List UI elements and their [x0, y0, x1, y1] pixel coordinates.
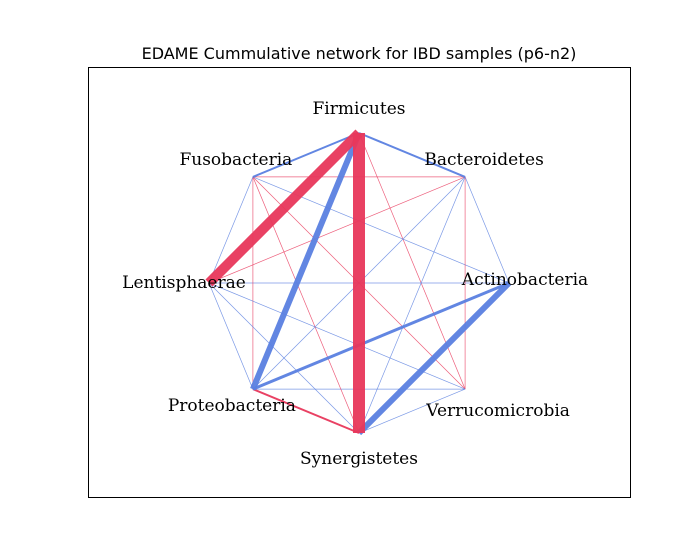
edge-firmicutes-proteobacteria [250, 131, 362, 391]
edge-lentisphaerae-synergistetes [208, 282, 360, 434]
edge-actinobacteria-synergistetes [356, 280, 512, 436]
edge-verrucomicrobia-synergistetes [358, 388, 466, 434]
edge-fusobacteria-lentisphaerae [208, 176, 254, 284]
node-label-proteobacteria: Proteobacteria [168, 396, 296, 416]
edge-proteobacteria-synergistetes [252, 388, 360, 434]
edge-actinobacteria-bacteroidetes [464, 176, 510, 284]
edges-layer [205, 129, 512, 436]
node-label-firmicutes: Firmicutes [312, 99, 405, 119]
figure-title: EDAME Cummulative network for IBD sample… [142, 44, 577, 63]
node-label-synergistetes: Synergistetes [300, 449, 418, 469]
node-label-fusobacteria: Fusobacteria [179, 150, 292, 170]
edge-actinobacteria-proteobacteria [252, 281, 510, 391]
node-label-bacteroidetes: Bacteroidetes [424, 150, 543, 170]
node-label-verrucomicrobia: Verrucomicrobia [425, 401, 570, 421]
edge-firmicutes-bacteroidetes [358, 132, 466, 178]
edge-bacteroidetes-synergistetes [358, 176, 466, 434]
edge-proteobacteria-lentisphaerae [208, 282, 254, 390]
node-label-actinobacteria: Actinobacteria [461, 270, 588, 290]
node-label-lentisphaerae: Lentisphaerae [122, 273, 246, 293]
labels-layer: Firmicutes Bacteroidetes Actinobacteria Ver… [122, 99, 588, 469]
edge-firmicutes-lentisphaerae [205, 129, 363, 287]
edge-bacteroidetes-lentisphaerae [208, 176, 466, 284]
plot-frame [88, 67, 631, 498]
edge-firmicutes-fusobacteria [252, 132, 360, 178]
